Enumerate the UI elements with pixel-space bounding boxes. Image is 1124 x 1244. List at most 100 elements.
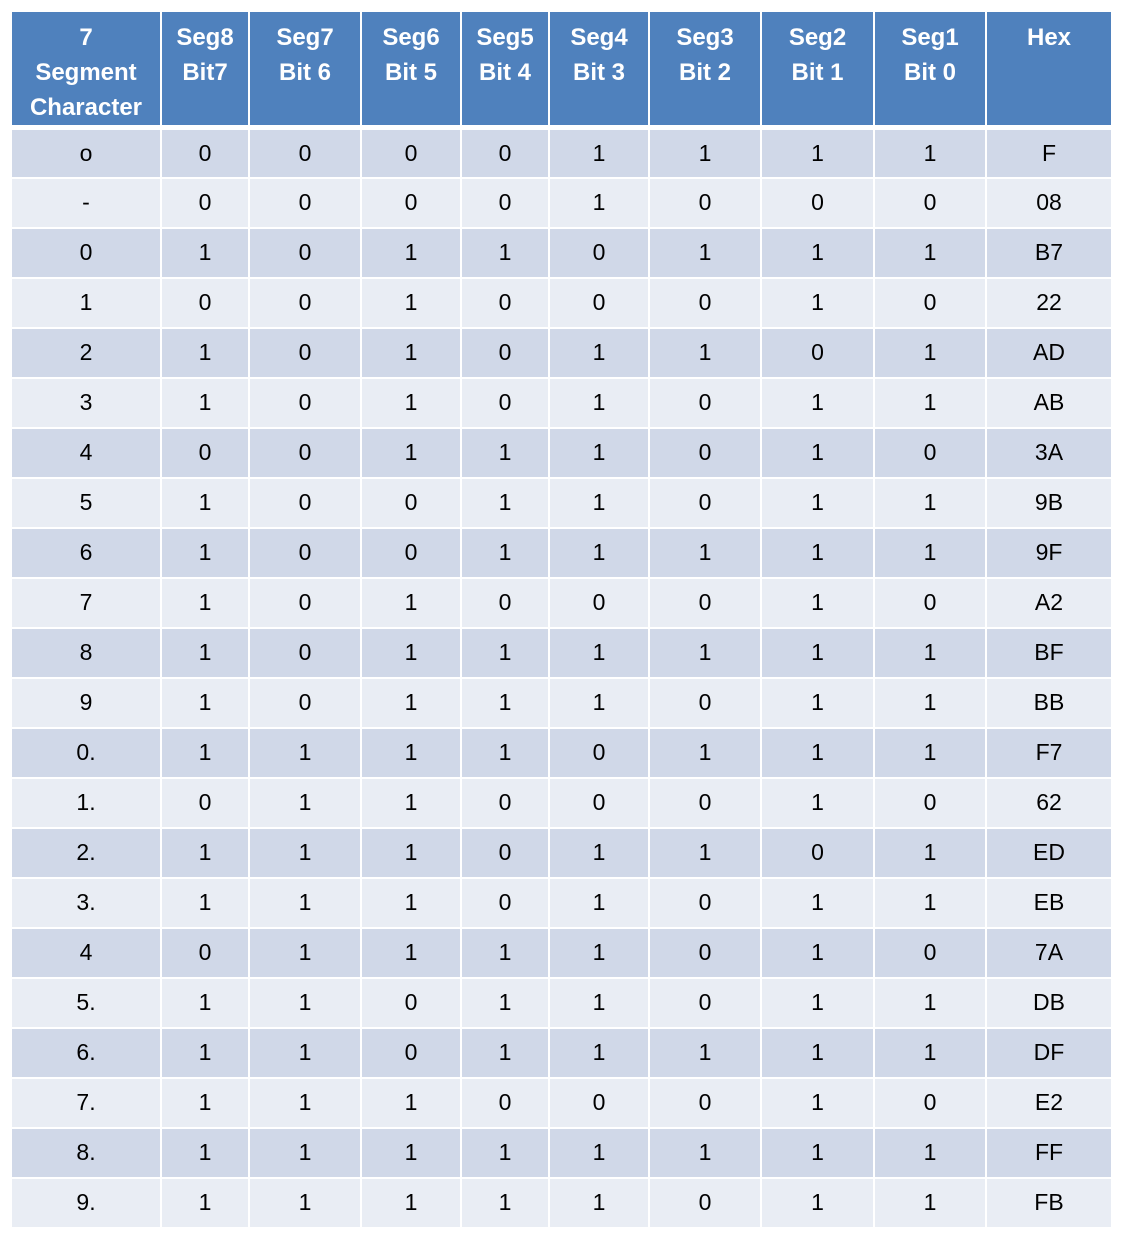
seg5-bit4-cell: 1	[460, 626, 550, 679]
seg7-bit6-cell: 1	[248, 776, 362, 829]
seg3-bit2-cell: 0	[648, 876, 762, 929]
hex-cell: DF	[985, 1026, 1111, 1079]
header-row: 7 Segment Character Seg8 Bit7 Seg7 Bit 6 Seg6 Bi…	[12, 12, 1111, 130]
seg4-bit3-cell: 1	[548, 1126, 650, 1179]
seg8-bit7-cell: 0	[160, 276, 250, 329]
seg7-bit6-cell: 0	[248, 176, 362, 229]
seg4-bit3-cell: 1	[548, 476, 650, 529]
header-text-line: Bit7	[182, 59, 228, 86]
table-row: 6. 1 1 0 1 1 1 1 1 DF	[12, 1026, 1111, 1079]
seg3-bit2-cell: 0	[648, 1076, 762, 1129]
header-text-line: 7	[79, 24, 93, 51]
seg4-bit3-cell: 1	[548, 426, 650, 479]
hex-cell: 62	[985, 776, 1111, 829]
table-row: 0 1 0 1 1 0 1 1 1 B7	[12, 226, 1111, 279]
seg1-bit0-cell: 0	[873, 576, 987, 629]
header-text-line: Seg6	[382, 24, 440, 51]
header-seg1-bit0: Seg1 Bit 0	[873, 12, 987, 130]
seg2-bit1-cell: 1	[760, 926, 875, 979]
character-cell: 8.	[12, 1126, 162, 1179]
seg6-bit5-cell: 1	[360, 776, 462, 829]
seg6-bit5-cell: 1	[360, 726, 462, 779]
table-row: 2. 1 1 1 0 1 1 0 1 ED	[12, 826, 1111, 879]
header-seg2-bit1: Seg2 Bit 1	[760, 12, 875, 130]
seg2-bit1-cell: 1	[760, 1026, 875, 1079]
character-cell: o	[12, 126, 162, 179]
character-cell: 4	[12, 426, 162, 479]
seg7-bit6-cell: 1	[248, 1026, 362, 1079]
seg4-bit3-cell: 0	[548, 776, 650, 829]
seg4-bit3-cell: 1	[548, 376, 650, 429]
seg3-bit2-cell: 0	[648, 976, 762, 1029]
hex-cell: DB	[985, 976, 1111, 1029]
seg8-bit7-cell: 1	[160, 976, 250, 1029]
seg2-bit1-cell: 1	[760, 976, 875, 1029]
header-seg5-bit4: Seg5 Bit 4	[460, 12, 550, 130]
seg4-bit3-cell: 1	[548, 626, 650, 679]
header-text-line: Bit 6	[278, 59, 331, 86]
header-text-line: Seg4	[570, 24, 628, 51]
seg1-bit0-cell: 0	[873, 776, 987, 829]
seg5-bit4-cell: 1	[460, 1176, 550, 1229]
seg7-bit6-cell: 0	[248, 476, 362, 529]
seg2-bit1-cell: 1	[760, 776, 875, 829]
seg4-bit3-cell: 1	[548, 1176, 650, 1229]
seg5-bit4-cell: 0	[460, 176, 550, 229]
seg6-bit5-cell: 1	[360, 926, 462, 979]
table-row: 4 0 1 1 1 1 0 1 0 7A	[12, 926, 1111, 979]
seg3-bit2-cell: 0	[648, 576, 762, 629]
seg5-bit4-cell: 1	[460, 476, 550, 529]
character-cell: -	[12, 176, 162, 229]
seg8-bit7-cell: 1	[160, 526, 250, 579]
seg4-bit3-cell: 1	[548, 1026, 650, 1079]
character-cell: 0.	[12, 726, 162, 779]
seg5-bit4-cell: 1	[460, 226, 550, 279]
header-text-line: Bit 2	[678, 59, 731, 86]
header-seg8-bit7: Seg8 Bit7	[160, 12, 250, 130]
seg1-bit0-cell: 1	[873, 676, 987, 729]
seg5-bit4-cell: 0	[460, 326, 550, 379]
header-text-line: Bit 0	[903, 59, 956, 86]
seg4-bit3-cell: 1	[548, 326, 650, 379]
seg5-bit4-cell: 1	[460, 1026, 550, 1079]
hex-cell: 9F	[985, 526, 1111, 579]
hex-cell: F	[985, 126, 1111, 179]
seg4-bit3-cell: 1	[548, 676, 650, 729]
seg3-bit2-cell: 1	[648, 826, 762, 879]
table-row: 3. 1 1 1 0 1 0 1 1 EB	[12, 876, 1111, 929]
seg2-bit1-cell: 1	[760, 426, 875, 479]
seg4-bit3-cell: 1	[548, 526, 650, 579]
seg3-bit2-cell: 1	[648, 226, 762, 279]
seg4-bit3-cell: 0	[548, 1076, 650, 1129]
seg4-bit3-cell: 1	[548, 926, 650, 979]
seg3-bit2-cell: 0	[648, 476, 762, 529]
seg8-bit7-cell: 1	[160, 876, 250, 929]
seg4-bit3-cell: 0	[548, 226, 650, 279]
seg3-bit2-cell: 0	[648, 276, 762, 329]
seg8-bit7-cell: 1	[160, 476, 250, 529]
header-text-line: Seg5	[476, 24, 534, 51]
seg6-bit5-cell: 1	[360, 576, 462, 629]
seg1-bit0-cell: 1	[873, 1026, 987, 1079]
header-text-line: Seg7	[276, 24, 334, 51]
seg8-bit7-cell: 1	[160, 826, 250, 879]
seg4-bit3-cell: 0	[548, 576, 650, 629]
seg8-bit7-cell: 0	[160, 176, 250, 229]
seg1-bit0-cell: 1	[873, 1126, 987, 1179]
character-cell: 6	[12, 526, 162, 579]
seg2-bit1-cell: 1	[760, 1126, 875, 1179]
seg7-bit6-cell: 0	[248, 576, 362, 629]
seg7-bit6-cell: 0	[248, 526, 362, 579]
seg2-bit1-cell: 1	[760, 376, 875, 429]
seg8-bit7-cell: 1	[160, 226, 250, 279]
table-row: 2 1 0 1 0 1 1 0 1 AD	[12, 326, 1111, 379]
seg3-bit2-cell: 1	[648, 626, 762, 679]
seg5-bit4-cell: 1	[460, 926, 550, 979]
table-row: 4 0 0 1 1 1 0 1 0 3A	[12, 426, 1111, 479]
seg8-bit7-cell: 1	[160, 1026, 250, 1079]
seg3-bit2-cell: 0	[648, 776, 762, 829]
seg5-bit4-cell: 0	[460, 276, 550, 329]
header-hex: Hex	[985, 12, 1111, 130]
header-text-line: Segment	[35, 59, 137, 86]
seg3-bit2-cell: 0	[648, 426, 762, 479]
